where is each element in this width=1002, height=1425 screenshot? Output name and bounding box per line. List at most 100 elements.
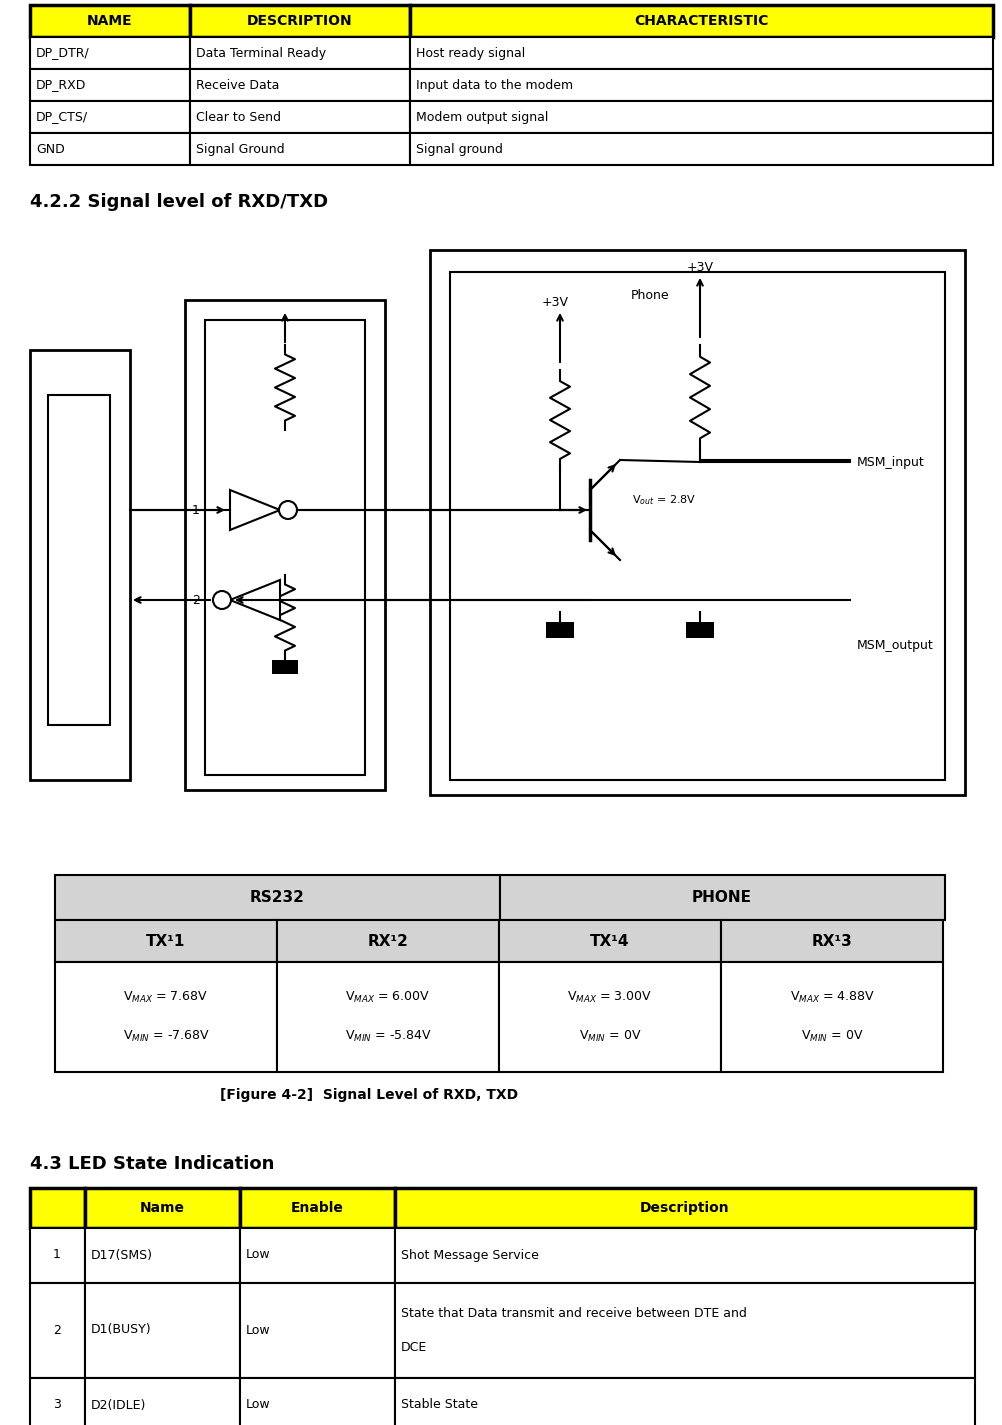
Bar [30, 68, 189, 101]
Bar [189, 101, 410, 133]
Text: CHARACTERISTIC: CHARACTERISTIC [633, 14, 768, 28]
Bar [30, 351, 130, 779]
Text: V$_{MIN}$ = -7.68V: V$_{MIN}$ = -7.68V [122, 1029, 209, 1045]
Bar [277, 962, 499, 1072]
Text: Name: Name [139, 1201, 184, 1216]
Bar [685, 621, 713, 638]
Bar [30, 6, 189, 37]
Text: Modem output signal: Modem output signal [416, 111, 548, 124]
Text: Enable: Enable [291, 1201, 343, 1216]
Text: Receive Data: Receive Data [195, 78, 280, 91]
Text: V$_{MAX}$ = 4.88V: V$_{MAX}$ = 4.88V [789, 989, 874, 1005]
Bar [395, 1378, 974, 1425]
Bar [499, 962, 720, 1072]
Text: Low: Low [245, 1248, 271, 1261]
Bar [85, 1188, 239, 1228]
Text: 4.2.2 Signal level of RXD/TXD: 4.2.2 Signal level of RXD/TXD [30, 192, 328, 211]
Text: Low: Low [245, 1324, 271, 1337]
Bar [184, 301, 385, 789]
Bar [30, 1228, 85, 1282]
Text: MSM_output: MSM_output [856, 638, 933, 651]
Bar [85, 1282, 239, 1378]
Polygon shape [229, 580, 280, 620]
Bar [720, 921, 942, 962]
Text: +3V: +3V [541, 295, 568, 308]
Text: RS232: RS232 [249, 889, 305, 905]
Bar [410, 6, 992, 37]
Text: +3V: +3V [685, 261, 712, 274]
Bar [30, 1282, 85, 1378]
Text: NAME: NAME [87, 14, 132, 28]
Text: V$_{MAX}$ = 6.00V: V$_{MAX}$ = 6.00V [345, 989, 430, 1005]
Bar [30, 1188, 85, 1228]
Bar [189, 68, 410, 101]
Bar [410, 37, 992, 68]
Bar [410, 68, 992, 101]
Text: TX¹4: TX¹4 [589, 933, 629, 949]
Text: 3: 3 [53, 1398, 61, 1412]
Bar [239, 1188, 395, 1228]
Text: V$_{out}$ = 2.8V: V$_{out}$ = 2.8V [631, 493, 695, 507]
Text: Signal Ground: Signal Ground [195, 142, 285, 155]
Bar [55, 921, 277, 962]
Text: V$_{MIN}$ = 0V: V$_{MIN}$ = 0V [578, 1029, 640, 1045]
Text: MSM_input: MSM_input [856, 456, 924, 469]
Text: Clear to Send: Clear to Send [195, 111, 281, 124]
Bar [450, 272, 944, 779]
Bar [85, 1378, 239, 1425]
Text: RX¹3: RX¹3 [811, 933, 852, 949]
Text: V$_{MAX}$ = 7.68V: V$_{MAX}$ = 7.68V [123, 989, 208, 1005]
Text: Host ready signal: Host ready signal [416, 47, 525, 60]
Bar [410, 101, 992, 133]
Text: V$_{MAX}$ = 3.00V: V$_{MAX}$ = 3.00V [567, 989, 652, 1005]
Bar [239, 1228, 395, 1282]
Bar [85, 1228, 239, 1282]
Text: DP_CTS/: DP_CTS/ [36, 111, 88, 124]
Text: DP_RXD: DP_RXD [36, 78, 86, 91]
Text: DESCRIPTION: DESCRIPTION [246, 14, 353, 28]
Bar [395, 1228, 974, 1282]
Bar [30, 133, 189, 165]
Bar [720, 962, 942, 1072]
Bar [545, 621, 573, 638]
Bar [239, 1378, 395, 1425]
Bar [277, 921, 499, 962]
Bar [189, 6, 410, 37]
Bar [410, 133, 992, 165]
Text: D1(BUSY): D1(BUSY) [91, 1324, 151, 1337]
Bar [30, 37, 189, 68]
Text: Data Terminal Ready: Data Terminal Ready [195, 47, 326, 60]
Text: Signal ground: Signal ground [416, 142, 502, 155]
Text: V$_{MIN}$ = -5.84V: V$_{MIN}$ = -5.84V [345, 1029, 431, 1045]
Bar [272, 660, 298, 674]
Bar [55, 875, 500, 921]
Text: Input data to the modem: Input data to the modem [416, 78, 572, 91]
Text: TX¹1: TX¹1 [146, 933, 185, 949]
Text: GND: GND [36, 142, 65, 155]
Text: D17(SMS): D17(SMS) [91, 1248, 153, 1261]
Text: DP_DTR/: DP_DTR/ [36, 47, 89, 60]
Bar [239, 1282, 395, 1378]
Text: Low: Low [245, 1398, 271, 1412]
Bar [499, 921, 720, 962]
Text: 4.3 LED State Indication: 4.3 LED State Indication [30, 1156, 275, 1173]
Text: 1: 1 [191, 503, 199, 516]
Bar [30, 1378, 85, 1425]
Text: Stable State: Stable State [401, 1398, 478, 1412]
Text: 2: 2 [53, 1324, 61, 1337]
Text: V$_{MIN}$ = 0V: V$_{MIN}$ = 0V [800, 1029, 863, 1045]
Text: RX¹2: RX¹2 [367, 933, 408, 949]
Text: 1: 1 [53, 1248, 61, 1261]
Text: Description: Description [639, 1201, 729, 1216]
Text: State that Data transmit and receive between DTE and: State that Data transmit and receive bet… [401, 1307, 746, 1320]
Circle shape [279, 502, 297, 519]
Text: D2(IDLE): D2(IDLE) [91, 1398, 146, 1412]
Text: [Figure 4-2]  Signal Level of RXD, TXD: [Figure 4-2] Signal Level of RXD, TXD [219, 1089, 518, 1102]
Bar [430, 249, 964, 795]
Bar [30, 101, 189, 133]
Polygon shape [229, 490, 280, 530]
Circle shape [212, 591, 230, 608]
Bar [55, 962, 277, 1072]
Text: Shot Message Service: Shot Message Service [401, 1248, 538, 1261]
Bar [189, 37, 410, 68]
